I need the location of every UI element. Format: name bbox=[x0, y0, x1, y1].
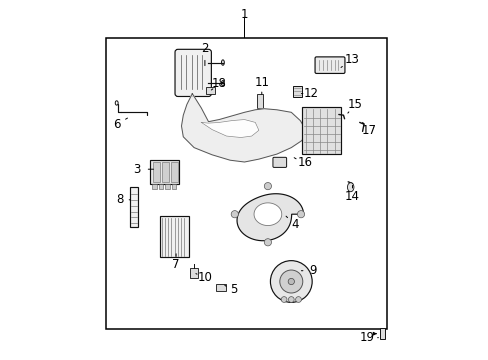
FancyBboxPatch shape bbox=[175, 49, 211, 96]
Text: 5: 5 bbox=[229, 283, 237, 296]
Bar bbox=[171, 184, 176, 189]
Ellipse shape bbox=[221, 60, 224, 65]
Circle shape bbox=[295, 297, 301, 302]
Bar bbox=[379, 328, 385, 339]
Text: 16: 16 bbox=[297, 156, 312, 169]
Circle shape bbox=[270, 261, 311, 302]
Text: 1: 1 bbox=[240, 8, 248, 21]
Text: 15: 15 bbox=[347, 98, 362, 111]
Bar bbox=[150, 160, 179, 184]
Circle shape bbox=[288, 297, 294, 302]
Text: 4: 4 bbox=[290, 219, 298, 231]
Text: 14: 14 bbox=[345, 190, 359, 203]
Text: 2: 2 bbox=[201, 42, 208, 55]
Bar bbox=[215, 284, 225, 291]
Bar bbox=[302, 107, 340, 154]
Bar bbox=[165, 184, 169, 189]
Circle shape bbox=[297, 211, 304, 218]
Circle shape bbox=[281, 297, 286, 302]
Text: 6: 6 bbox=[113, 118, 120, 131]
Circle shape bbox=[231, 211, 238, 218]
Text: 10: 10 bbox=[197, 271, 212, 284]
Bar bbox=[130, 187, 137, 227]
Text: 3: 3 bbox=[133, 163, 140, 176]
Circle shape bbox=[287, 278, 294, 285]
Polygon shape bbox=[237, 194, 303, 241]
Text: 13: 13 bbox=[344, 53, 359, 66]
FancyBboxPatch shape bbox=[272, 157, 286, 167]
Polygon shape bbox=[254, 203, 281, 225]
Bar bbox=[152, 184, 156, 189]
Text: 18: 18 bbox=[211, 77, 226, 90]
Bar bbox=[256, 94, 262, 108]
Text: 17: 17 bbox=[361, 124, 375, 137]
Bar bbox=[205, 87, 215, 94]
Bar bbox=[171, 162, 177, 182]
Circle shape bbox=[279, 270, 302, 293]
Ellipse shape bbox=[221, 81, 224, 86]
Polygon shape bbox=[181, 94, 305, 162]
Bar bbox=[153, 162, 159, 182]
Bar bbox=[292, 86, 301, 97]
Text: 8: 8 bbox=[116, 193, 123, 206]
Ellipse shape bbox=[347, 183, 353, 192]
Text: 19: 19 bbox=[359, 331, 374, 344]
Circle shape bbox=[264, 239, 271, 246]
Circle shape bbox=[264, 183, 271, 190]
Bar bbox=[106, 38, 386, 329]
Bar bbox=[162, 162, 168, 182]
FancyBboxPatch shape bbox=[314, 57, 344, 73]
Polygon shape bbox=[201, 120, 258, 138]
Text: 12: 12 bbox=[303, 87, 318, 100]
Text: 9: 9 bbox=[308, 264, 316, 277]
Bar bbox=[160, 216, 189, 257]
Text: 11: 11 bbox=[254, 76, 269, 89]
Bar bbox=[159, 184, 163, 189]
Bar bbox=[189, 268, 197, 278]
Text: 7: 7 bbox=[172, 258, 180, 271]
